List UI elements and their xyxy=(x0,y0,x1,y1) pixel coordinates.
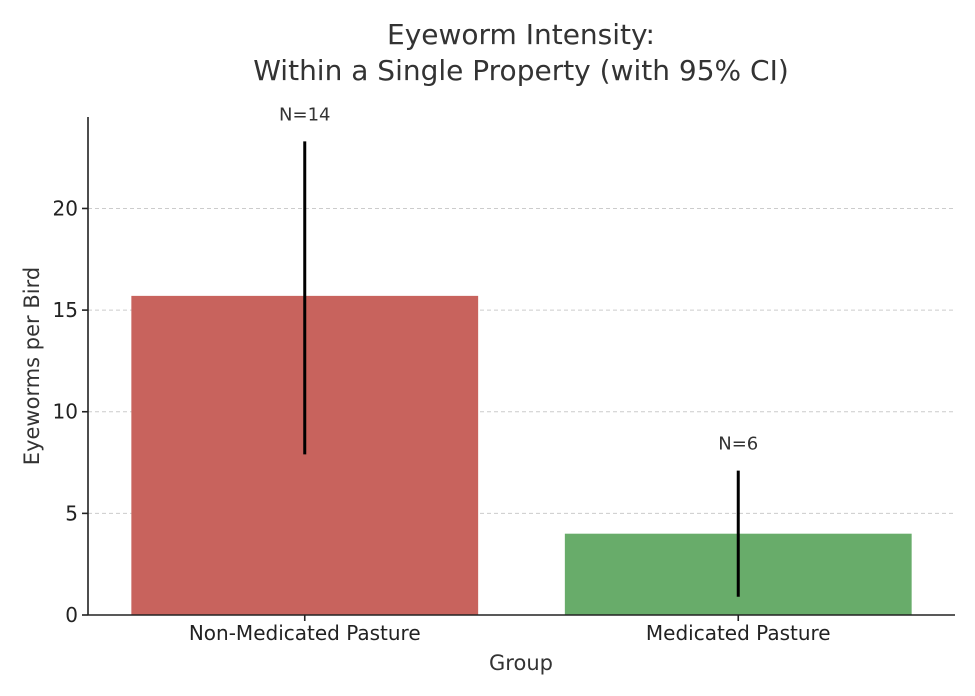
chart-title-line-1: Eyeworm Intensity: xyxy=(387,18,655,51)
y-ticks: 0 5 10 15 20 xyxy=(53,196,88,627)
x-tick-label-1: Non-Medicated Pasture xyxy=(189,621,421,645)
sample-size-label-2: N=6 xyxy=(718,434,758,455)
y-tick-label: 10 xyxy=(53,400,78,424)
y-tick-label: 20 xyxy=(53,196,78,220)
sample-size-label-1: N=14 xyxy=(279,104,330,125)
bars xyxy=(131,295,912,615)
error-bars xyxy=(303,141,740,597)
x-axis-label: Group xyxy=(489,651,553,675)
chart-title-line-2: Within a Single Property (with 95% CI) xyxy=(253,54,789,87)
x-tick-label-2: Medicated Pasture xyxy=(646,621,831,645)
annotations: N=14 N=6 xyxy=(279,104,758,454)
x-ticks: Non-Medicated Pasture Medicated Pasture xyxy=(189,615,831,645)
gridlines xyxy=(88,207,955,514)
y-tick-label: 5 xyxy=(65,501,78,525)
y-tick-label: 15 xyxy=(53,298,78,322)
y-axis-label: Eyeworms per Bird xyxy=(20,267,44,465)
y-tick-label: 0 xyxy=(65,603,78,627)
